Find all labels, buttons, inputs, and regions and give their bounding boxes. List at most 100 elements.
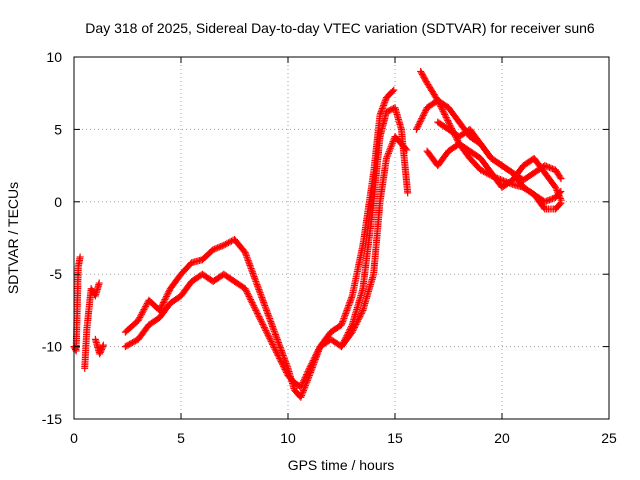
data-point: [389, 138, 397, 146]
data-point: [542, 197, 550, 205]
data-point: [156, 305, 164, 313]
data-markers: [70, 67, 565, 401]
data-point: [384, 151, 392, 159]
data-point: [383, 153, 391, 161]
data-point: [352, 320, 360, 328]
data-point: [276, 356, 284, 364]
data-point: [415, 121, 423, 129]
data-point: [254, 311, 262, 319]
data-point: [414, 122, 422, 130]
data-point: [241, 285, 249, 293]
data-point: [257, 317, 265, 325]
data-point: [260, 322, 268, 330]
data-point: [357, 310, 365, 318]
data-point: [420, 110, 428, 118]
data-point: [134, 317, 142, 325]
data-point: [266, 334, 274, 342]
data-point: [387, 143, 395, 151]
data-point: [243, 289, 251, 297]
data-point: [313, 349, 321, 357]
data-point: [282, 367, 290, 375]
data-point: [243, 288, 251, 296]
data-point: [439, 107, 447, 115]
x-tick-label: 0: [70, 430, 78, 446]
data-point: [308, 358, 316, 366]
data-point: [312, 350, 320, 358]
data-point: [547, 164, 555, 172]
series-arc-i: [423, 140, 565, 204]
data-point: [312, 352, 320, 360]
data-point: [275, 353, 283, 361]
data-point: [542, 162, 550, 170]
x-tick-label: 10: [280, 430, 296, 446]
data-point: [544, 197, 552, 205]
data-point: [300, 377, 308, 385]
data-point: [416, 118, 424, 126]
data-point: [255, 313, 263, 321]
x-axis-label: GPS time / hours: [288, 457, 395, 473]
series-arc-a: [70, 253, 84, 355]
data-point: [223, 240, 231, 248]
data-point: [298, 380, 306, 388]
data-point: [269, 341, 277, 349]
data-point: [279, 361, 287, 369]
data-point: [415, 119, 423, 127]
data-point: [477, 166, 485, 174]
data-point: [557, 199, 565, 207]
data-point: [305, 364, 313, 372]
data-point: [354, 316, 362, 324]
data-point: [268, 339, 276, 347]
series-arc-e: [121, 104, 412, 391]
series-arc-c: [91, 335, 107, 358]
data-point: [250, 302, 258, 310]
series-arc-j: [434, 118, 565, 213]
data-point: [481, 168, 489, 176]
y-axis-label: SDTVAR / TECUs: [5, 182, 21, 294]
data-point: [445, 120, 453, 128]
data-point: [419, 113, 427, 121]
data-point: [159, 300, 167, 308]
data-point: [158, 302, 166, 310]
data-point: [353, 319, 361, 327]
data-point: [548, 165, 556, 173]
data-point: [262, 327, 270, 335]
data-point: [440, 109, 448, 117]
data-point: [308, 360, 316, 368]
data-point: [441, 112, 449, 120]
data-point: [76, 253, 84, 261]
data-point: [263, 328, 271, 336]
data-point: [279, 362, 287, 370]
x-tick-label: 25: [601, 430, 617, 446]
data-point: [557, 175, 565, 183]
data-point: [419, 111, 427, 119]
data-point: [159, 299, 167, 307]
data-point: [253, 310, 261, 318]
data-point: [556, 200, 564, 208]
data-point: [303, 371, 311, 379]
data-point: [443, 115, 451, 123]
data-point: [386, 144, 394, 152]
data-point: [282, 368, 290, 376]
data-point: [164, 289, 172, 297]
data-point: [280, 364, 288, 372]
data-point: [350, 325, 358, 333]
data-point: [245, 292, 253, 300]
series-arc-d: [121, 86, 398, 401]
data-point: [444, 117, 452, 125]
data-point: [162, 294, 170, 302]
data-point: [388, 141, 396, 149]
data-point: [445, 118, 452, 126]
y-tick-label: 0: [54, 194, 62, 210]
y-tick-label: 10: [46, 49, 62, 65]
data-point: [161, 296, 169, 304]
data-point: [214, 244, 222, 252]
data-point: [553, 187, 561, 195]
data-point: [355, 314, 363, 322]
data-point: [276, 354, 284, 362]
data-point: [354, 317, 362, 325]
data-point: [478, 167, 486, 175]
data-point: [545, 196, 553, 204]
data-point: [350, 323, 358, 331]
data-point: [298, 390, 306, 398]
data-point: [311, 353, 319, 361]
